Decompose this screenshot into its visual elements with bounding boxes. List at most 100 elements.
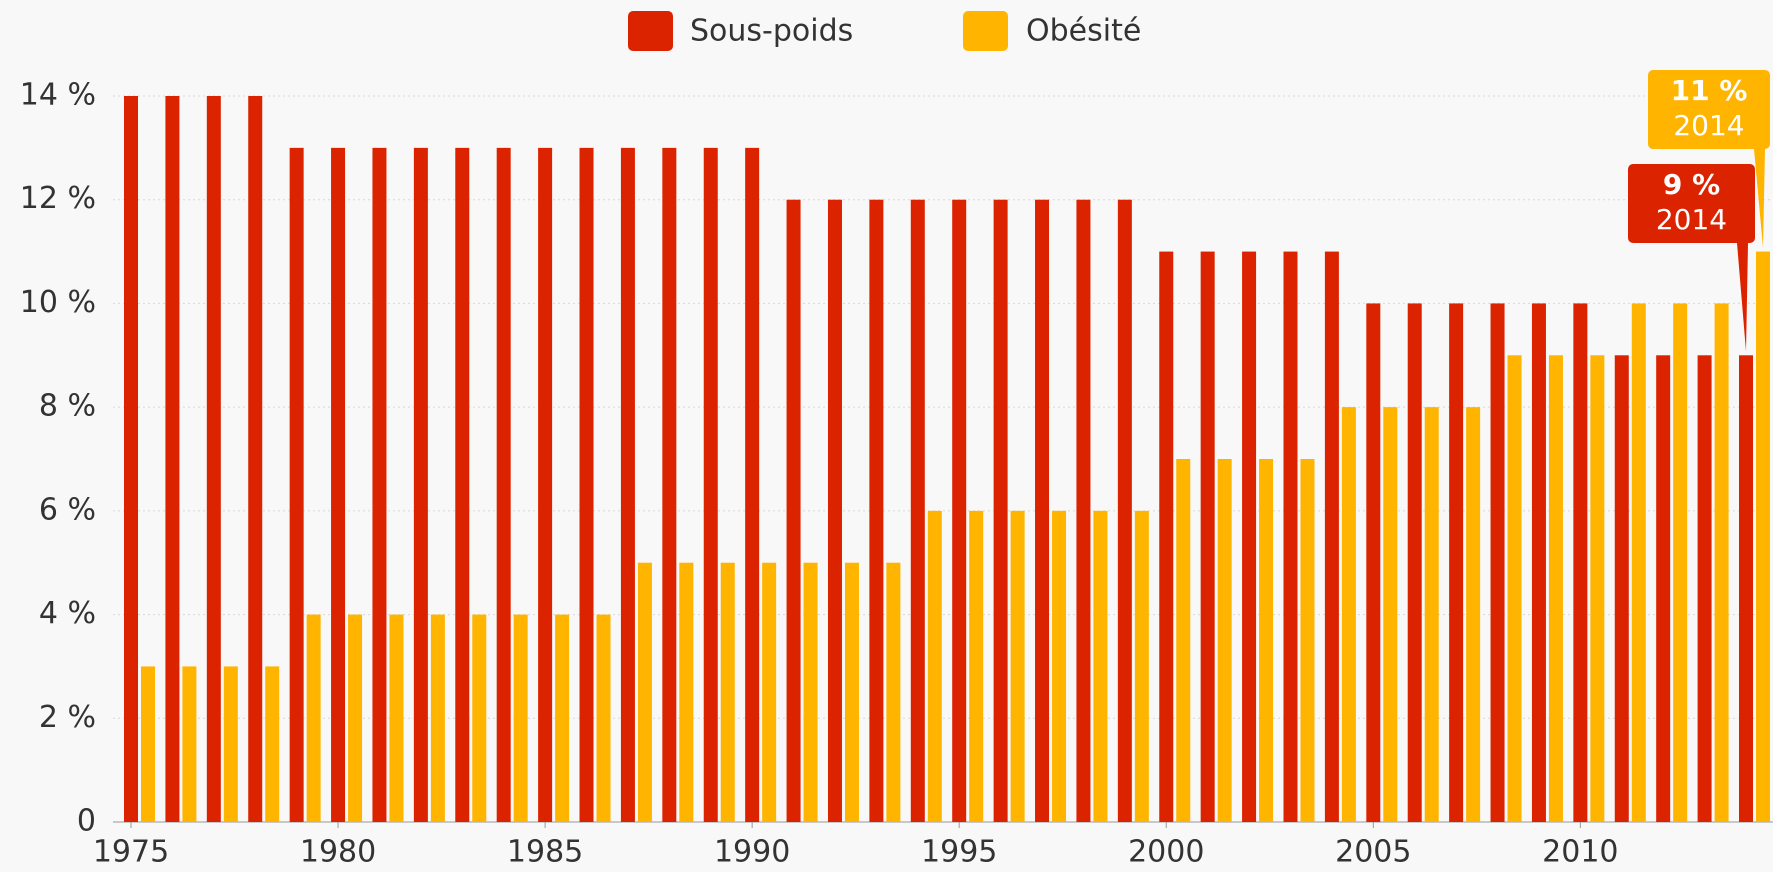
bar [1490,303,1505,822]
bar [1714,303,1729,822]
y-tick-label: 10 % [20,285,96,320]
bar [513,614,528,822]
bar [1159,251,1174,823]
bar [1631,303,1646,822]
bar [348,614,363,822]
bar [1117,199,1132,822]
bar [555,614,570,822]
bar [910,199,925,822]
bar [762,562,777,822]
bar [538,147,553,822]
bar [165,96,180,822]
bar [248,96,263,822]
bar [496,147,511,822]
y-tick-label: 0 [77,804,96,839]
bar [703,147,718,822]
bar [1531,303,1546,822]
bar [886,562,901,822]
bar [306,614,321,822]
bar [389,614,404,822]
bar [679,562,694,822]
bar [413,147,428,822]
legend-swatch [628,11,673,51]
bar [206,96,221,822]
tooltip-box [1628,164,1755,243]
tooltip-box [1648,70,1770,149]
tooltip-pointer [1737,243,1748,352]
bar [1656,355,1671,822]
bar [1283,251,1298,823]
bar [124,96,138,822]
bar [952,199,967,822]
tooltip-value: 9 % [1663,168,1720,201]
x-tick-label: 1980 [300,835,376,870]
y-tick-label: 6 % [39,492,96,527]
x-tick-label: 1975 [93,835,169,870]
bar [1383,407,1398,822]
legend-item: Sous-poids [628,11,853,51]
bar [720,562,735,822]
tooltip: 11 %2014 [1648,70,1770,248]
bar [1300,459,1315,822]
bar [1242,251,1257,823]
x-tick-label: 2010 [1542,835,1618,870]
legend-item: Obésité [963,11,1141,51]
bar [1449,303,1464,822]
tooltip: 9 %2014 [1628,164,1755,352]
bar [1507,355,1522,822]
tooltip-pointer [1754,149,1765,248]
bar [1590,355,1605,822]
bar [331,147,346,822]
bar [1548,355,1563,822]
bar [1217,459,1232,822]
bar [596,614,611,822]
legend-swatch [963,11,1008,51]
bar [1076,199,1091,822]
bar [1697,355,1712,822]
bar [1035,199,1050,822]
y-tick-label: 2 % [39,700,96,735]
bar [786,199,801,822]
bar [223,666,238,822]
bar [620,147,635,822]
bar [1200,251,1215,823]
bar [844,562,859,822]
x-tick-label: 1990 [714,835,790,870]
bar [430,614,445,822]
bar [1424,407,1439,822]
bar [1176,459,1191,822]
bar [803,562,818,822]
y-tick-label: 8 % [39,389,96,424]
legend-label: Obésité [1026,14,1141,49]
x-tick-label: 2000 [1128,835,1204,870]
bar [869,199,884,822]
bar [1134,510,1149,822]
y-tick-label: 12 % [20,181,96,216]
bar [1052,510,1067,822]
bar [993,199,1008,822]
bar [1614,355,1629,822]
bar [1324,251,1339,823]
bar [1259,459,1274,822]
legend-label: Sous-poids [690,14,853,49]
y-tick-label: 14 % [20,78,96,113]
tooltip-value: 11 % [1671,74,1748,107]
bar [455,147,470,822]
bar [1756,251,1770,823]
x-tick-label: 1985 [507,835,583,870]
bar [745,147,760,822]
tooltip-category: 2014 [1656,203,1727,236]
y-tick-label: 4 % [39,596,96,631]
bar [1341,407,1356,822]
bar [472,614,487,822]
bar [1010,510,1025,822]
bar [141,666,155,822]
bar [969,510,984,822]
bar [637,562,652,822]
bar [662,147,677,822]
tooltip-category: 2014 [1673,109,1744,142]
bar [1466,407,1481,822]
bar [265,666,280,822]
bar [182,666,197,822]
